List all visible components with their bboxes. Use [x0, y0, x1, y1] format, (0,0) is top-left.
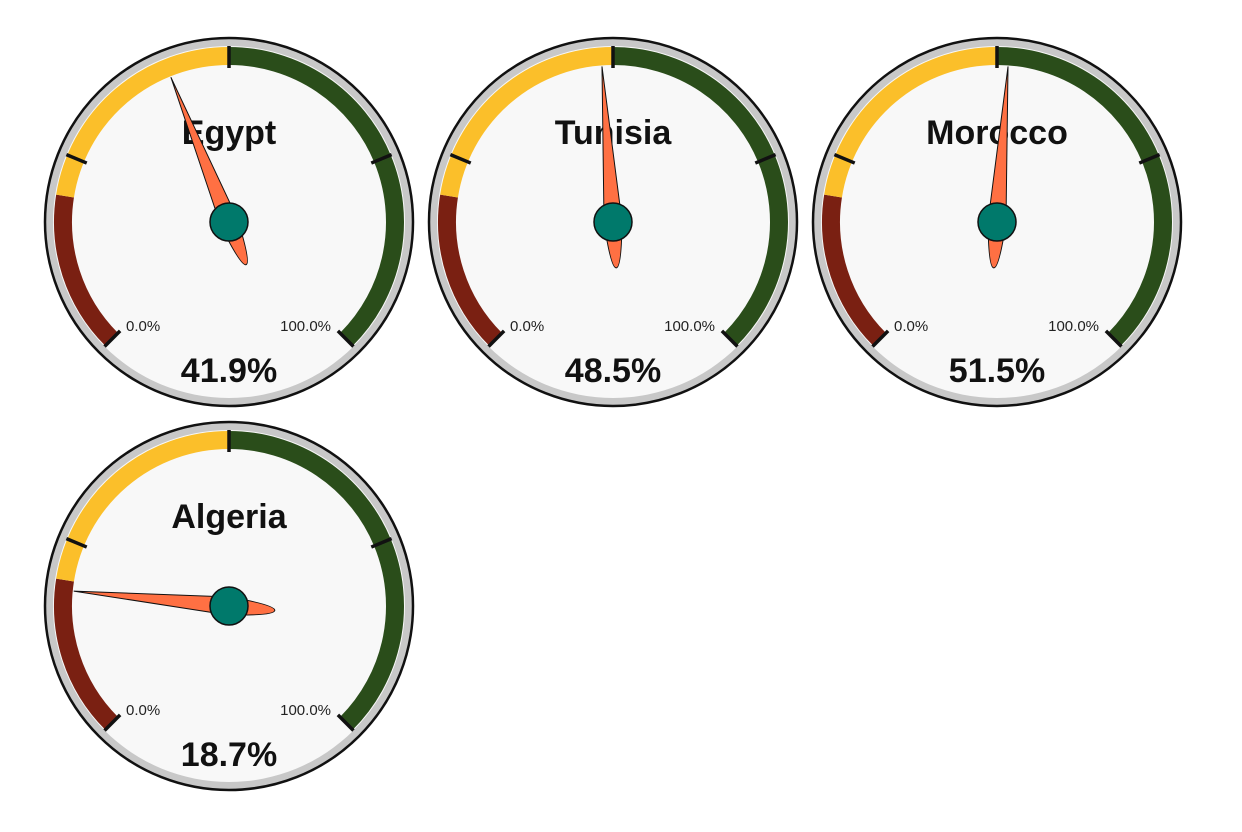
gauge-hub — [209, 202, 249, 242]
gauge-morocco: 0.0% 100.0% Morocco 51.5% — [811, 36, 1183, 408]
gauge-tick — [65, 153, 88, 165]
gauge-band — [56, 47, 230, 198]
gauge-tick — [1104, 329, 1123, 348]
gauge-tick — [833, 153, 856, 165]
gauge-title: Morocco — [926, 114, 1068, 152]
gauge-tick — [65, 537, 88, 549]
gauge-value-label: 48.5% — [565, 352, 661, 390]
gauge-value-label: 18.7% — [181, 736, 277, 774]
gauge-hub — [209, 586, 249, 626]
gauge-tick — [1138, 153, 1161, 165]
gauge-tick — [336, 713, 355, 732]
gauge-max-label: 100.0% — [1048, 318, 1099, 335]
gauge-tick — [103, 713, 122, 732]
gauge-tick — [103, 329, 122, 348]
gauge-tick — [370, 537, 393, 549]
gauge-min-label: 0.0% — [126, 318, 160, 335]
gauge-band — [438, 194, 503, 346]
gauge-tick — [449, 153, 472, 165]
gauge-max-label: 100.0% — [280, 318, 331, 335]
gauge-tick — [720, 329, 739, 348]
gauge-tick — [754, 153, 777, 165]
gauge-title: Tunisia — [555, 114, 673, 152]
gauge-value-label: 51.5% — [949, 352, 1045, 390]
gauge-min-label: 0.0% — [126, 702, 160, 719]
gauge-band — [822, 194, 887, 346]
gauge-band — [56, 431, 230, 582]
gauge-min-label: 0.0% — [510, 318, 544, 335]
gauge-band — [824, 47, 998, 198]
gauge-hub — [593, 202, 633, 242]
gauge-max-label: 100.0% — [664, 318, 715, 335]
gauge-tick — [487, 329, 506, 348]
gauge-band — [54, 578, 119, 730]
gauge-min-label: 0.0% — [894, 318, 928, 335]
gauge-tick — [370, 153, 393, 165]
gauge-max-label: 100.0% — [280, 702, 331, 719]
gauge-hub — [977, 202, 1017, 242]
gauge-band — [54, 194, 119, 346]
gauge-title: Algeria — [171, 498, 287, 536]
gauge-value-label: 41.9% — [181, 352, 277, 390]
gauge-tick — [336, 329, 355, 348]
gauge-tick — [871, 329, 890, 348]
gauge-band — [440, 47, 614, 198]
gauge-tunisia: 0.0% 100.0% Tunisia 48.5% — [427, 36, 799, 408]
gauge-algeria: 0.0% 100.0% Algeria 18.7% — [43, 420, 415, 792]
